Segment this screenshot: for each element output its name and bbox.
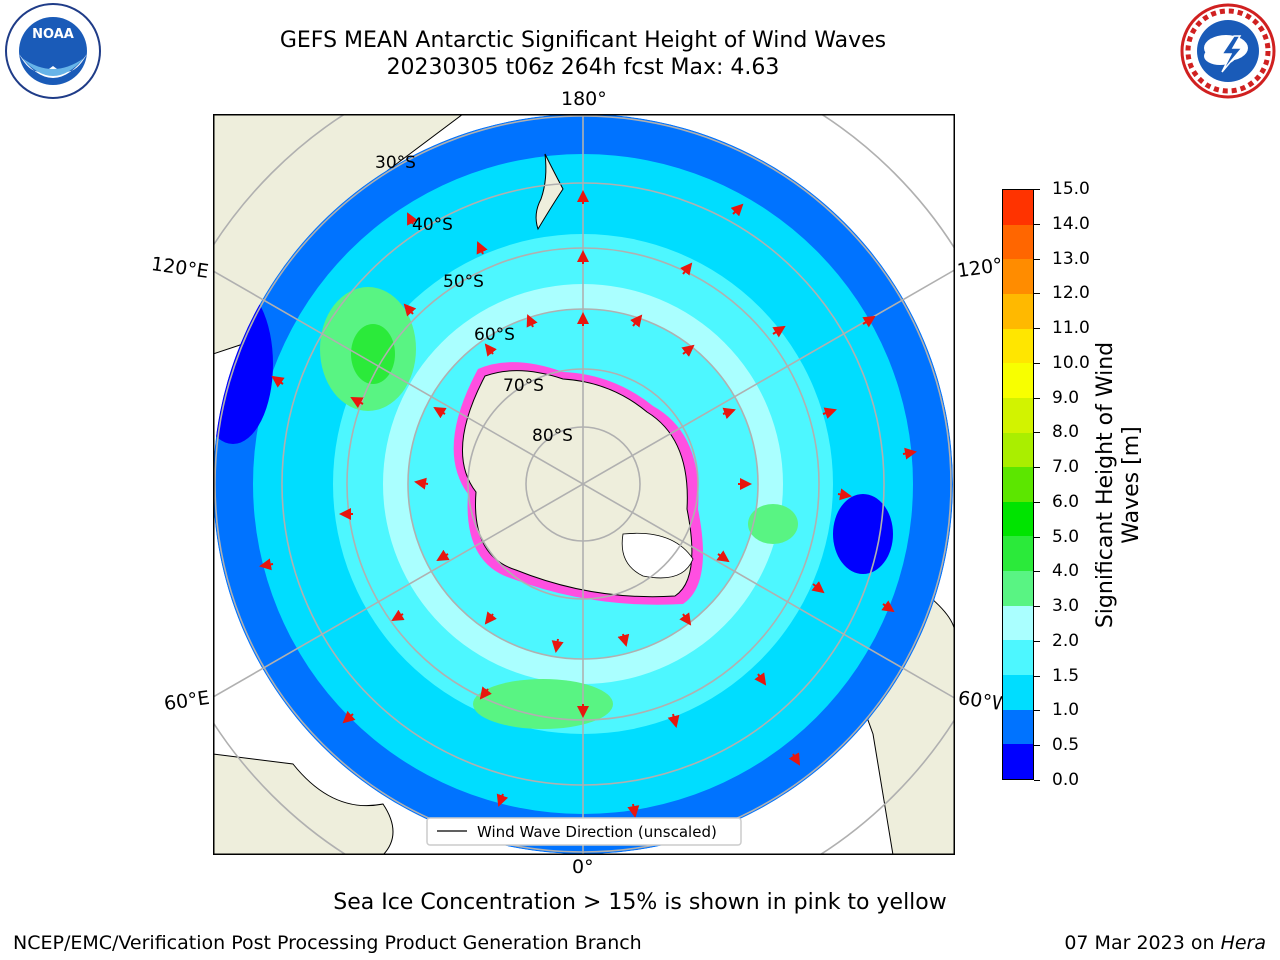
colorbar-tick: [1034, 502, 1040, 503]
colorbar-segment: [1003, 536, 1033, 571]
colorbar-segment: [1003, 259, 1033, 294]
colorbar-segment: [1003, 640, 1033, 675]
colorbar-segment: [1003, 433, 1033, 468]
colorbar-segment: [1003, 225, 1033, 260]
colorbar-segment: [1003, 710, 1033, 745]
colorbar-segment: [1003, 675, 1033, 710]
colorbar-tick-label: 8.0: [1052, 422, 1079, 442]
colorbar-segment: [1003, 398, 1033, 433]
noaa-logo-text: NOAA: [32, 27, 74, 42]
colorbar-tick-label: 12.0: [1052, 283, 1090, 303]
run-host: Hera: [1221, 932, 1266, 954]
colorbar-tick: [1034, 745, 1040, 746]
lat-label-80s: 80°S: [532, 426, 573, 446]
lon-label-60w: 60°W: [957, 687, 1004, 715]
colorbar-segment: [1003, 329, 1033, 364]
run-date: 07 Mar 2023 on Hera: [1064, 932, 1266, 954]
colorbar-segment: [1003, 467, 1033, 502]
colorbar-segment: [1003, 190, 1033, 225]
colorbar-tick-label: 3.0: [1052, 596, 1079, 616]
colorbar-tick-label: 14.0: [1052, 214, 1090, 234]
run-date-text: 07 Mar 2023 on: [1064, 932, 1214, 954]
lat-label-60s: 60°S: [474, 325, 515, 345]
colorbar-tick-label: 9.0: [1052, 388, 1079, 408]
colorbar-tick: [1034, 780, 1040, 781]
colorbar-tick-label: 1.0: [1052, 700, 1079, 720]
colorbar-segment: [1003, 502, 1033, 537]
credit-text: NCEP/EMC/Verification Post Processing Pr…: [13, 932, 642, 954]
lon-label-180: 180°: [561, 88, 607, 110]
legend-label: Wind Wave Direction (unscaled): [477, 823, 717, 841]
colorbar-label-line2: Waves [m]: [1119, 325, 1145, 645]
colorbar-segment: [1003, 294, 1033, 329]
colorbar-tick: [1034, 641, 1040, 642]
colorbar-tick-label: 0.0: [1052, 770, 1079, 790]
colorbar-tick-label: 11.0: [1052, 318, 1090, 338]
colorbar-tick: [1034, 363, 1040, 364]
colorbar-segment: [1003, 571, 1033, 606]
colorbar-tick: [1034, 224, 1040, 225]
colorbar-segment: [1003, 606, 1033, 641]
colorbar-tick: [1034, 676, 1040, 677]
colorbar-segment: [1003, 744, 1033, 779]
colorbar-tick: [1034, 189, 1040, 190]
lat-label-30s: 30°S: [375, 153, 416, 173]
colorbar-tick-label: 13.0: [1052, 249, 1090, 269]
colorbar-tick: [1034, 432, 1040, 433]
colorbar-tick: [1034, 467, 1040, 468]
lon-label-60e: 60°E: [163, 687, 211, 715]
colorbar-tick-label: 10.0: [1052, 353, 1090, 373]
chart-title-line2: 20230305 t06z 264h fcst Max: 4.63: [0, 54, 1166, 82]
lat-label-50s: 50°S: [443, 272, 484, 292]
colorbar: [1002, 189, 1034, 780]
colorbar-tick-label: 6.0: [1052, 492, 1079, 512]
colorbar-tick-label: 5.0: [1052, 527, 1079, 547]
lat-label-70s: 70°S: [503, 376, 544, 396]
colorbar-tick: [1034, 398, 1040, 399]
colorbar-tick-label: 0.5: [1052, 735, 1079, 755]
colorbar-tick: [1034, 328, 1040, 329]
lon-label-0: 0°: [572, 856, 594, 878]
colorbar-tick-label: 1.5: [1052, 666, 1079, 686]
polar-map: Wind Wave Direction (unscaled) 30°S 40°S…: [213, 114, 955, 855]
chart-title-line1: GEFS MEAN Antarctic Significant Height o…: [0, 27, 1166, 55]
colorbar-tick: [1034, 606, 1040, 607]
colorbar-segment: [1003, 363, 1033, 398]
lon-label-120e: 120°E: [150, 253, 210, 283]
sea-ice-note: Sea Ice Concentration > 15% is shown in …: [0, 890, 1280, 915]
colorbar-tick: [1034, 259, 1040, 260]
colorbar-tick-label: 7.0: [1052, 457, 1079, 477]
noaa-logo: NOAA: [2, 2, 104, 102]
colorbar-tick: [1034, 571, 1040, 572]
colorbar-label-line1: Significant Height of Wind: [1093, 325, 1119, 645]
lat-label-40s: 40°S: [412, 215, 453, 235]
colorbar-tick: [1034, 710, 1040, 711]
colorbar-tick-label: 2.0: [1052, 631, 1079, 651]
nws-logo: [1176, 2, 1280, 102]
colorbar-tick-label: 15.0: [1052, 179, 1090, 199]
colorbar-tick: [1034, 537, 1040, 538]
colorbar-ticks: 0.0 0.5 1.0 1.5 2.0 3.0 4.0 5.0 6.0 7.0 8.0 9.0 10.0…: [1034, 0, 1094, 960]
colorbar-tick-label: 4.0: [1052, 561, 1079, 581]
colorbar-tick: [1034, 293, 1040, 294]
lon-label-120w: 120°W: [956, 254, 1007, 282]
